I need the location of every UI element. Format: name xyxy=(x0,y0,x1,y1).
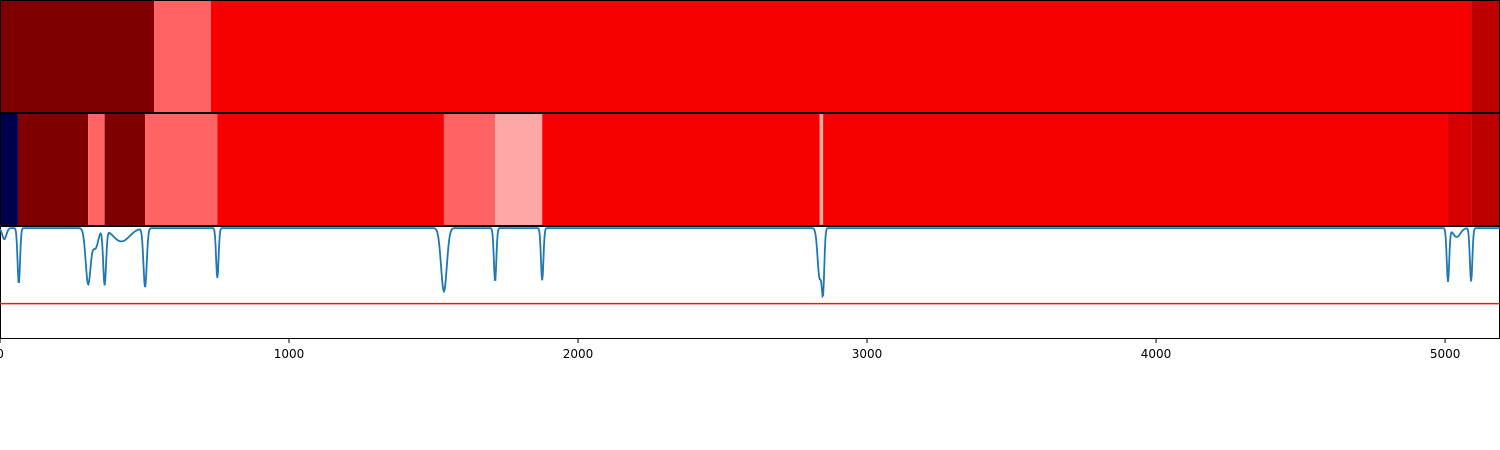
heatmap-top-cell-1 xyxy=(154,1,211,112)
x-tick-label: 2000 xyxy=(563,347,594,361)
heatmap-middle-cell-9 xyxy=(819,114,824,225)
x-axis: 0 1000 2000 3000 4000 5000 xyxy=(0,338,1460,361)
x-tick-label: 5000 xyxy=(1430,347,1461,361)
heatmap-middle-cell-12 xyxy=(1471,114,1500,225)
heatmap-middle-cell-0 xyxy=(0,114,18,225)
heatmap-middle-cell-6 xyxy=(443,114,496,225)
heatmap-top-cell-0 xyxy=(0,1,155,112)
heatmap-middle-cell-10 xyxy=(823,114,1448,225)
x-tick-label: 4000 xyxy=(1141,347,1172,361)
heatmap-middle-cell-3 xyxy=(104,114,146,225)
line-plot-frame xyxy=(0,226,1500,339)
heatmap-middle-cell-5 xyxy=(217,114,444,225)
x-tick-label: 0 xyxy=(0,347,4,361)
heatmap-top xyxy=(0,1,1500,112)
heatmap-middle-cell-4 xyxy=(145,114,218,225)
heatmap-middle-cell-7 xyxy=(495,114,543,225)
line-plot xyxy=(0,226,1500,339)
heatmap-top-cell-3 xyxy=(1471,1,1500,112)
heatmap-middle-cell-11 xyxy=(1447,114,1472,225)
heatmap-top-cell-2 xyxy=(210,1,1472,112)
heatmap-middle xyxy=(0,114,1500,225)
heatmap-middle-cell-2 xyxy=(88,114,105,225)
heatmap-middle-cell-8 xyxy=(542,114,820,225)
x-tick-label: 3000 xyxy=(852,347,883,361)
x-tick-label: 1000 xyxy=(274,347,305,361)
series-line xyxy=(0,227,1500,299)
heatmap-middle-cell-1 xyxy=(17,114,89,225)
